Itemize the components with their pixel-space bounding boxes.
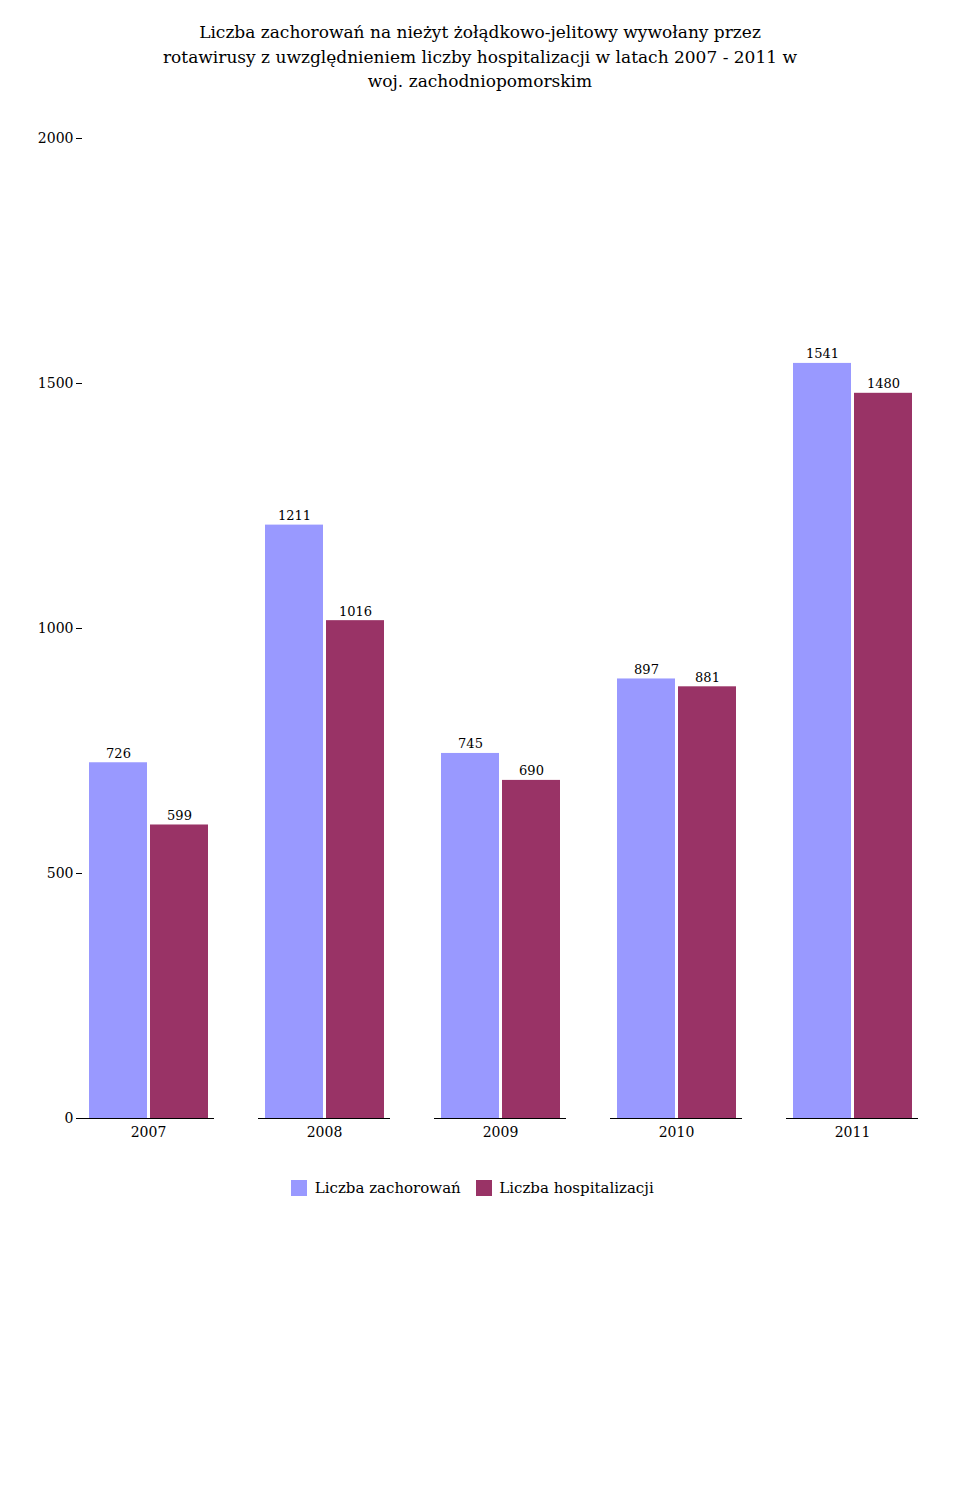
svg-text:500: 500 — [47, 865, 74, 881]
html-text:Liczba zachorowań na nieżyt żo: Liczba zachorowań na nieżyt żołądkowo-je… — [199, 22, 761, 42]
html-text:Liczba zachorowań: Liczba zachorowań — [314, 1179, 461, 1198]
html-text:woj. zachodniopomorskim: woj. zachodniopomorskim — [367, 71, 593, 92]
svg-text:2000: 2000 — [38, 130, 74, 146]
html-text:Liczba hospitalizacji: Liczba hospitalizacji — [499, 1179, 654, 1198]
svg-text:897: 897 — [634, 662, 659, 677]
svg-text:1480: 1480 — [867, 376, 900, 391]
svg-text:1016: 1016 — [339, 604, 372, 619]
svg-text:2008: 2008 — [307, 1124, 343, 1140]
svg-text:745: 745 — [458, 736, 483, 751]
svg-text:1541: 1541 — [806, 346, 839, 361]
svg-text:2010: 2010 — [659, 1124, 695, 1140]
svg-text:2007: 2007 — [131, 1124, 167, 1140]
svg-text:0: 0 — [65, 1110, 74, 1126]
svg-text:599: 599 — [167, 808, 192, 823]
svg-text:881: 881 — [695, 670, 720, 685]
svg-text:1211: 1211 — [278, 508, 311, 523]
svg-text:690: 690 — [519, 763, 544, 778]
svg-text:2011: 2011 — [835, 1124, 871, 1140]
svg-text:1000: 1000 — [38, 620, 74, 636]
html-text:rotawirusy z uwzględnieniem li: rotawirusy z uwzględnieniem liczby hospi… — [163, 46, 797, 67]
svg-text:2009: 2009 — [483, 1124, 519, 1140]
svg-text:1500: 1500 — [38, 375, 74, 391]
svg-text:726: 726 — [106, 746, 131, 761]
